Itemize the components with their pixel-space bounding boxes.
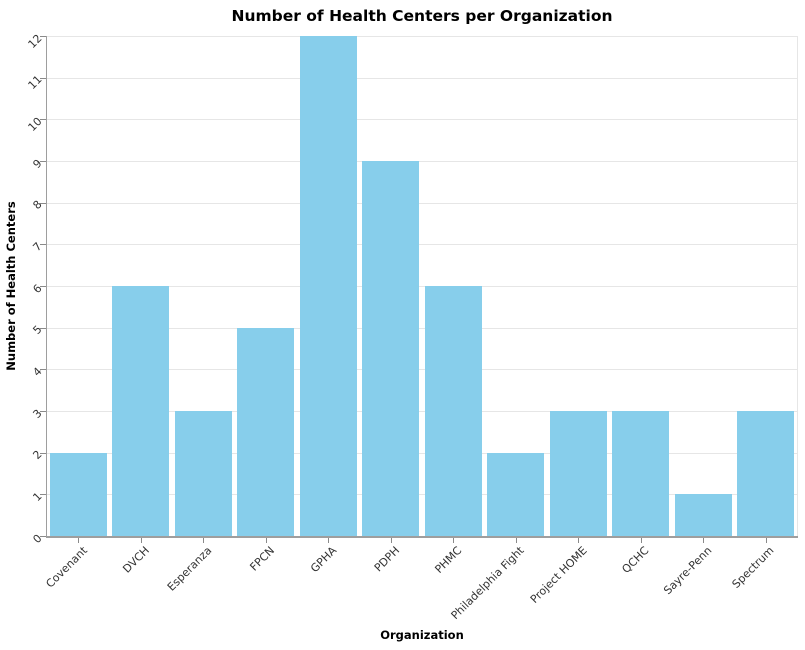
y-tick-label: 9 <box>30 156 45 171</box>
gridline-y-6 <box>47 286 797 287</box>
x-tick-label-phmc: PHMC <box>432 544 465 576</box>
x-tick-mark <box>78 538 80 543</box>
y-tick-mark <box>40 77 46 79</box>
x-axis-title: Organization <box>380 628 464 642</box>
y-axis-title: Number of Health Centers <box>4 201 18 371</box>
y-tick-label: 2 <box>30 448 45 463</box>
gridline-y-2 <box>47 452 797 454</box>
y-tick-mark <box>40 536 46 537</box>
gridline-y-9 <box>47 161 797 162</box>
x-tick-label-gpha: GPHA <box>308 544 340 576</box>
y-tick-mark <box>40 411 46 412</box>
gridline-y-3 <box>47 411 797 412</box>
bar-fpcn <box>237 327 295 536</box>
y-tick-mark <box>40 452 46 454</box>
plot-area <box>47 36 798 536</box>
x-axis-line <box>46 536 798 538</box>
x-tick-label-qchc: QCHC <box>619 544 652 577</box>
y-tick-mark <box>40 286 46 287</box>
y-tick-label: 5 <box>30 323 45 338</box>
gridline-y-10 <box>47 119 797 121</box>
y-tick-label: 1 <box>30 489 45 504</box>
x-tick-label-covenant: Covenant <box>42 544 90 591</box>
x-tick-mark <box>703 538 705 543</box>
x-tick-mark <box>640 538 642 543</box>
y-tick-label: 0 <box>30 531 45 546</box>
y-tick-label: 11 <box>25 73 45 93</box>
y-tick-mark <box>40 369 46 371</box>
x-tick-mark <box>203 538 205 543</box>
gridline-y-1 <box>47 494 797 496</box>
bar-spectrum <box>737 411 795 536</box>
x-tick-mark <box>328 538 330 543</box>
bar-pdph <box>362 161 420 536</box>
x-tick-mark <box>265 538 267 543</box>
bar-gpha <box>299 36 357 536</box>
gridline-y-8 <box>47 202 797 204</box>
bar-covenant <box>49 452 107 536</box>
y-tick-mark <box>40 161 46 162</box>
x-tick-mark <box>453 538 455 543</box>
bar-qchc <box>612 411 670 536</box>
x-tick-mark <box>578 538 580 543</box>
gridline-y-11 <box>47 77 797 79</box>
bar-dvch <box>112 286 170 536</box>
x-tick-label-spectrum: Spectrum <box>730 544 777 591</box>
y-tick-label: 8 <box>30 198 45 213</box>
y-tick-label: 4 <box>30 364 45 379</box>
y-tick-label: 12 <box>25 31 45 51</box>
gridline-y-12 <box>47 36 797 37</box>
x-tick-mark <box>515 538 517 543</box>
gridline-y-5 <box>47 327 797 329</box>
y-axis-line <box>45 36 47 536</box>
y-tick-label: 6 <box>30 281 45 296</box>
bar-philadelphia-fight <box>487 452 545 536</box>
x-tick-label-sayre-penn: Sayre-Penn <box>661 544 715 598</box>
bar-sayre-penn <box>674 494 732 536</box>
y-tick-mark <box>40 36 46 37</box>
y-tick-mark <box>40 119 46 121</box>
x-tick-label-project-home: Project HOME <box>527 544 590 606</box>
y-tick-mark <box>40 327 46 329</box>
x-tick-mark <box>140 538 142 543</box>
gridline-y-7 <box>47 244 797 246</box>
x-tick-label-pdph: PDPH <box>371 544 402 575</box>
x-tick-label-esperanza: Esperanza <box>164 544 215 594</box>
x-tick-label-fpcn: FPCN <box>247 544 277 574</box>
y-tick-label: 10 <box>25 114 45 134</box>
x-tick-mark <box>765 538 767 543</box>
y-tick-label: 3 <box>30 406 45 421</box>
x-tick-mark <box>390 538 392 543</box>
y-tick-label: 7 <box>30 239 45 254</box>
bar-esperanza <box>174 411 232 536</box>
x-tick-label-dvch: DVCH <box>120 544 152 576</box>
y-tick-mark <box>40 244 46 246</box>
y-tick-mark <box>40 202 46 204</box>
bar-project-home <box>549 411 607 536</box>
bar-phmc <box>424 286 482 536</box>
chart-title: Number of Health Centers per Organizatio… <box>231 7 613 25</box>
y-tick-mark <box>40 494 46 496</box>
gridline-y-4 <box>47 369 797 371</box>
